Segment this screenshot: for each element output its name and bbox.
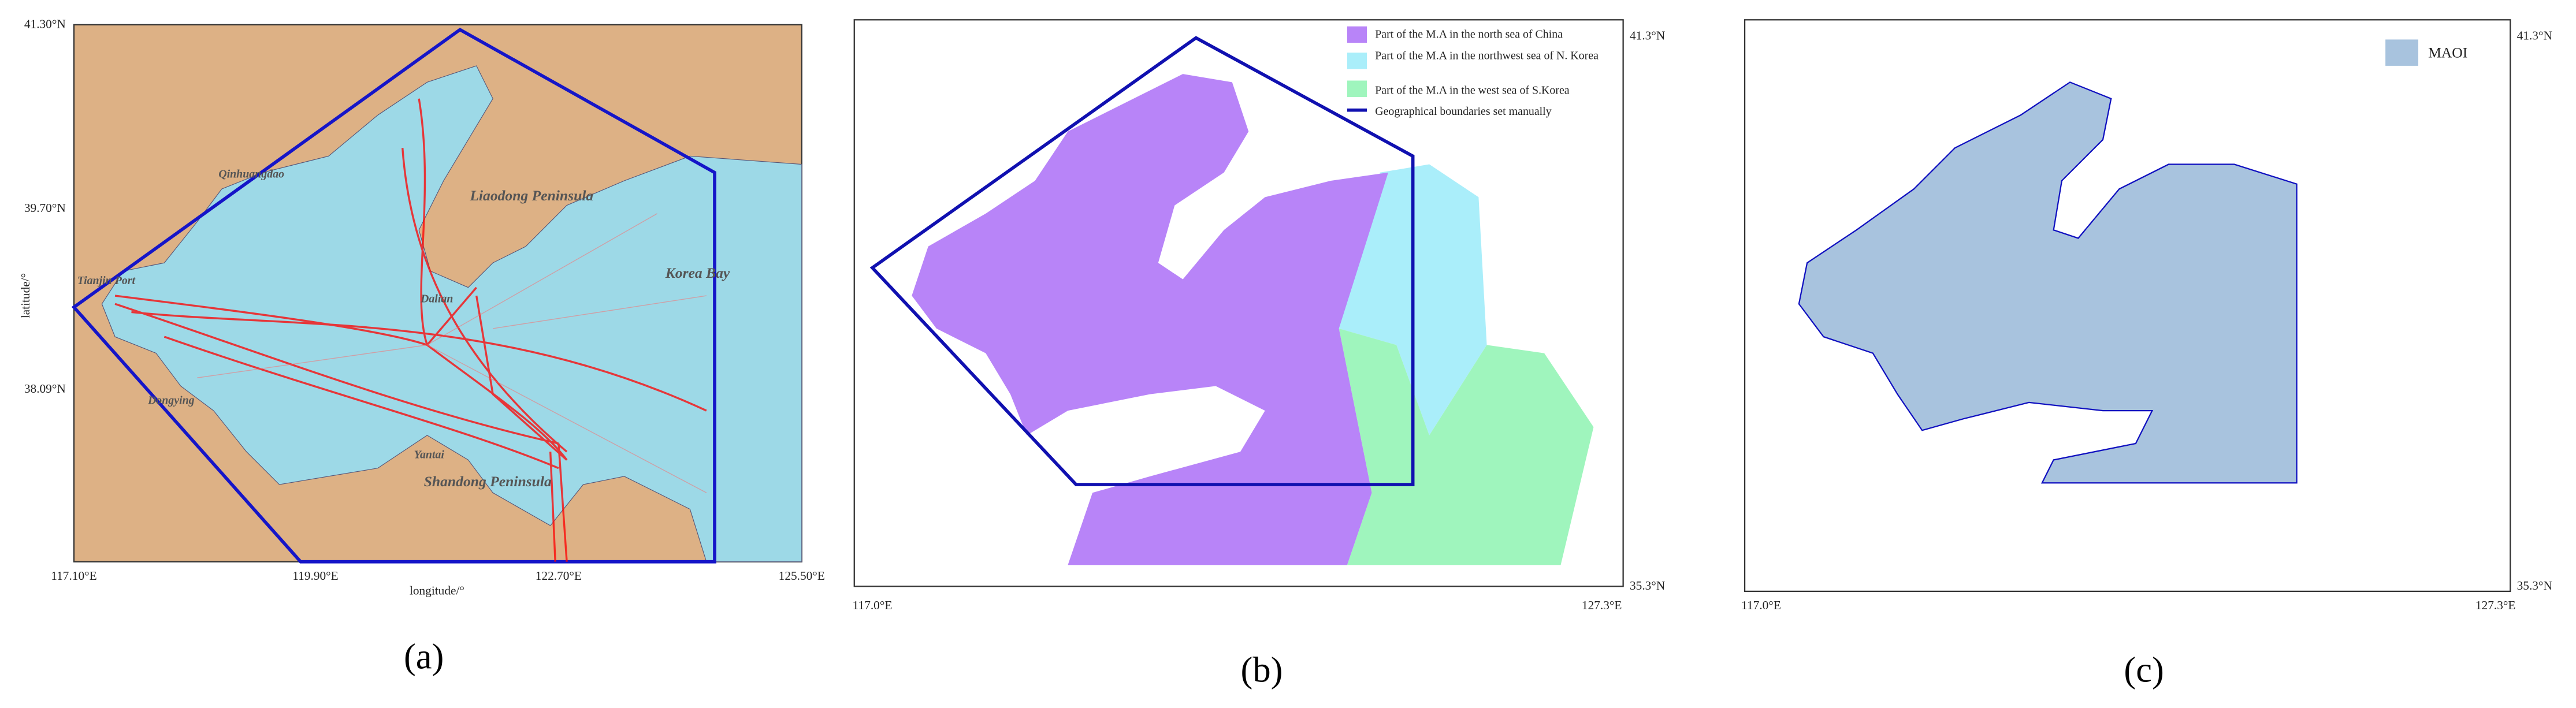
lat-label: 41.30°N <box>24 17 66 31</box>
x-axis-label: longitude/° <box>410 584 464 598</box>
caption: (c) <box>2124 649 2164 690</box>
panel-a: 41.30°N 39.70°N 38.09°N 117.10°E 119.90°… <box>18 17 825 677</box>
place: Liaodong Peninsula <box>469 187 593 204</box>
place: Dalian <box>420 292 453 305</box>
lon-label: 117.10°E <box>51 569 96 583</box>
lat-label: 39.70°N <box>24 201 66 215</box>
caption: (b) <box>1241 649 1283 690</box>
place: Shandong Peninsula <box>424 473 552 490</box>
region-sk <box>1339 328 1594 565</box>
legend-label: Geographical boundaries set manually <box>1375 105 1551 118</box>
lat-label: 35.3°N <box>1630 579 1665 593</box>
lon-label: 127.3°E <box>1582 598 1622 612</box>
ship-tracks <box>114 98 707 562</box>
lon-label: 125.50°E <box>779 569 825 583</box>
place: Tianjin Port <box>77 274 136 287</box>
ship-tracks-faint <box>197 213 707 493</box>
lat-label: 41.3°N <box>1630 28 1665 42</box>
legend-swatch <box>1347 26 1367 43</box>
boundary <box>869 36 1415 486</box>
panel-b: Part of the M.A in the north sea of Chin… <box>853 19 1665 690</box>
legend-swatch <box>1347 80 1367 97</box>
lat-label: 35.3°N <box>2517 579 2552 593</box>
lat-label: 38.09°N <box>24 382 66 396</box>
place: Korea Bay <box>665 264 730 281</box>
panel-c: MAOI 41.3°N 35.3°N 117.0°E 127.3°E (c) <box>1741 19 2552 690</box>
lon-label: 127.3°E <box>2475 598 2516 612</box>
caption: (a) <box>404 636 444 677</box>
boundary <box>71 27 716 564</box>
y-axis-label: latitude/° <box>18 273 32 318</box>
lon-label: 117.0°E <box>853 598 893 612</box>
lon-label: 119.90°E <box>292 569 338 583</box>
legend-label: Part of the M.A in the west sea of S.Kor… <box>1375 84 1570 96</box>
place: Yantai <box>414 449 445 461</box>
region-china <box>912 74 1388 565</box>
legend-swatch <box>2385 39 2418 66</box>
legend-label: MAOI <box>2428 44 2467 61</box>
legend-label: Part of the M.A in the north sea of Chin… <box>1375 28 1563 41</box>
legend-label: Part of the M.A in the northwest sea of … <box>1375 50 1599 62</box>
place: Qinhuangdao <box>218 167 284 180</box>
lon-label: 117.0°E <box>1741 598 1781 612</box>
legend-swatch <box>1347 53 1367 69</box>
place: Dongying <box>147 394 195 407</box>
sea <box>101 65 802 562</box>
lon-label: 122.70°E <box>536 569 582 583</box>
maoi-region <box>1798 81 2298 484</box>
lat-label: 41.3°N <box>2517 28 2552 42</box>
